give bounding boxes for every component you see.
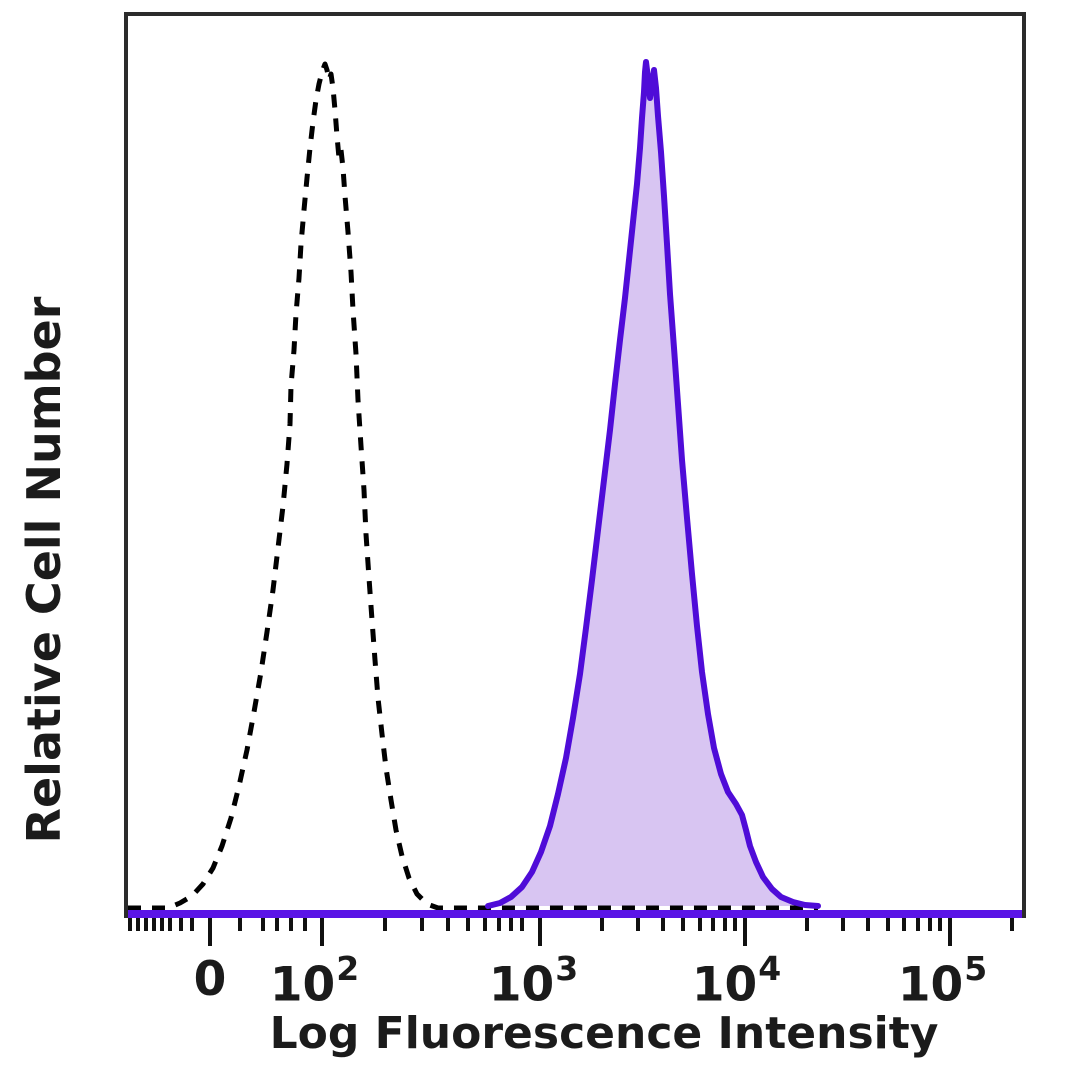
x-tick-label: 105: [897, 949, 988, 1013]
sample-histogram-outline: [485, 59, 821, 909]
control-histogram-outline: [128, 61, 818, 911]
x-axis-title: Log Fluorescence Intensity: [269, 1008, 939, 1059]
sample-histogram-fill: [488, 62, 818, 906]
x-tick-label: 0: [193, 952, 227, 1007]
x-tick-label: 102: [269, 949, 360, 1013]
x-tick-label: 103: [488, 949, 579, 1013]
y-axis-title: Relative Cell Number: [17, 296, 71, 844]
x-tick-label: 104: [691, 949, 782, 1013]
